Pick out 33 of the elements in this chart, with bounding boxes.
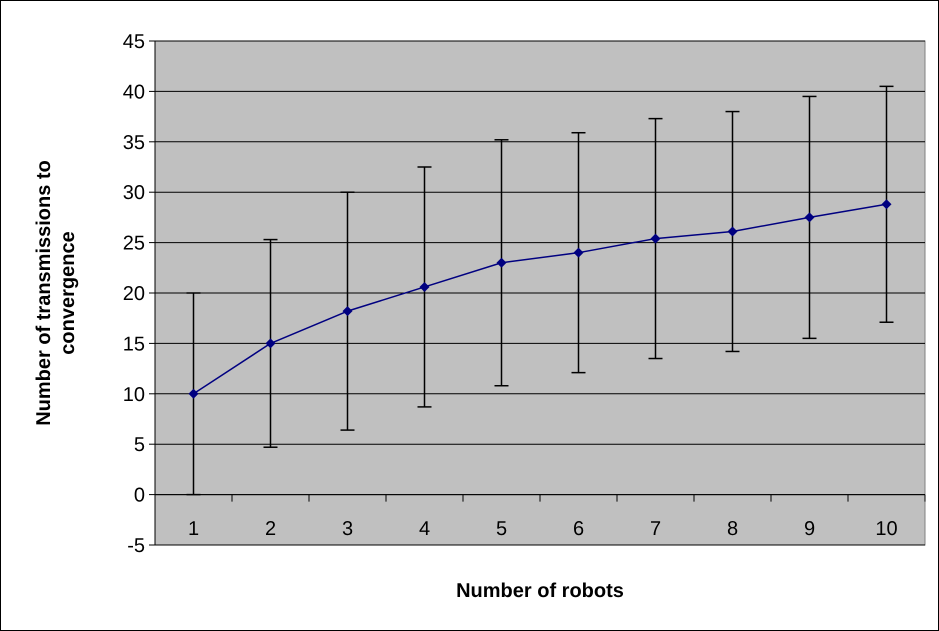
x-tick-label: 3 <box>342 518 354 540</box>
y-tick-label: 35 <box>122 132 145 154</box>
point <box>728 226 738 237</box>
x-axis-title: Number of robots <box>456 580 624 602</box>
y-tick-label: 45 <box>122 31 145 53</box>
x-tick-label: 2 <box>264 518 276 540</box>
x-tick-label: 5 <box>496 518 508 540</box>
point <box>420 282 430 292</box>
y-tick-label: 30 <box>122 182 145 204</box>
y-tick-label: 25 <box>122 232 145 255</box>
point <box>882 199 892 210</box>
y-tick-label: -5 <box>127 535 145 557</box>
point <box>496 258 506 268</box>
point <box>574 248 584 258</box>
x-tick-label: 8 <box>726 518 738 540</box>
x-tick-label: 1 <box>188 518 200 540</box>
y-tick-label: 5 <box>134 434 145 456</box>
y-tick-label: 40 <box>122 81 145 104</box>
point <box>650 234 660 244</box>
x-tick-label: 10 <box>875 518 898 540</box>
y-tick-label: 20 <box>122 283 145 305</box>
point <box>188 388 198 399</box>
y-tick-label: 0 <box>134 484 145 507</box>
point <box>266 338 276 348</box>
x-tick-label: 7 <box>650 518 662 540</box>
x-tick-label: 6 <box>572 518 584 540</box>
point <box>342 306 352 316</box>
y-tick-label: 10 <box>122 384 145 406</box>
y-axis-title: Number of transmissions to convergence <box>33 160 79 426</box>
point <box>804 212 814 222</box>
x-tick-label: 4 <box>418 518 430 540</box>
x-tick-label: 9 <box>804 518 816 540</box>
y-tick-label: 15 <box>122 333 145 356</box>
